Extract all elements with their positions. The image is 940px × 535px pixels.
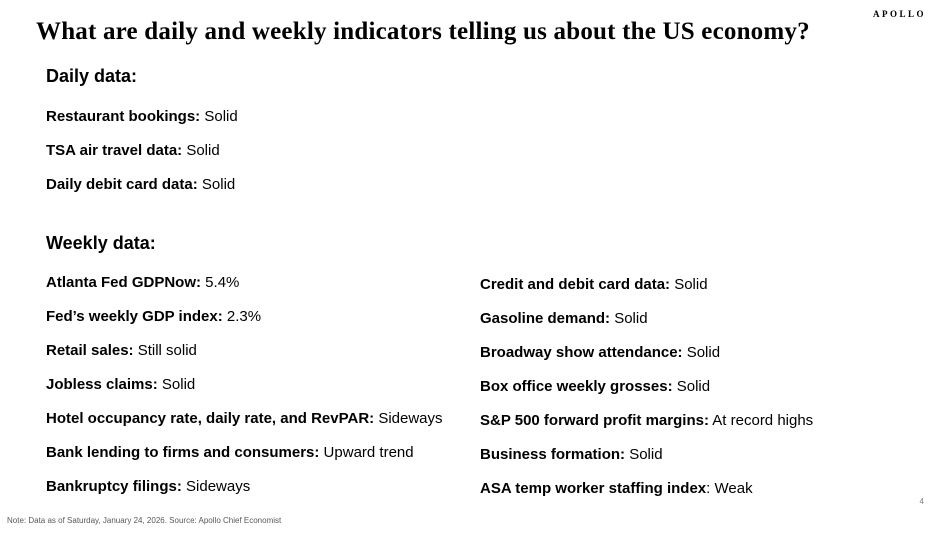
indicator-value: Sideways [181, 478, 251, 495]
indicator-label: Hotel occupancy rate, daily rate, and Re… [46, 410, 375, 427]
indicator-value: : Weak [706, 480, 753, 497]
indicator-daily-debit-card: Daily debit card data: Solid [46, 175, 238, 194]
indicator-value: Solid [197, 176, 236, 193]
indicator-tsa-air-travel: TSA air travel data: Solid [46, 141, 238, 160]
indicator-value: Sideways [374, 410, 443, 427]
indicator-jobless-claims: Jobless claims: Solid [46, 375, 443, 394]
indicator-value: 5.4% [201, 274, 240, 291]
indicator-label: Atlanta Fed GDPNow: [46, 274, 202, 291]
indicator-bankruptcy-filings: Bankruptcy filings: Sideways [46, 477, 443, 496]
indicator-value: Solid [610, 310, 648, 327]
indicator-value: Solid [670, 276, 708, 293]
indicator-label: Retail sales: [46, 342, 134, 359]
indicator-label: Business formation: [480, 446, 626, 463]
daily-indicator-list: Restaurant bookings: Solid TSA air trave… [46, 107, 238, 209]
weekly-indicator-list-right: Credit and debit card data: Solid Gasoli… [480, 275, 813, 513]
indicator-label: Jobless claims: [46, 376, 158, 393]
indicator-label: TSA air travel data: [46, 142, 183, 159]
indicator-label: Bank lending to firms and consumers: [46, 444, 320, 461]
indicator-label: Fed’s weekly GDP index: [46, 308, 223, 325]
indicator-label: Box office weekly grosses: [480, 378, 673, 395]
indicator-value: Solid [682, 344, 721, 361]
indicator-label: Daily debit card data: [46, 176, 198, 193]
indicator-label: ASA temp worker staffing index [480, 480, 707, 497]
indicator-retail-sales: Retail sales: Still solid [46, 341, 443, 360]
indicator-box-office-grosses: Box office weekly grosses: Solid [480, 377, 813, 396]
footnote: Note: Data as of Saturday, January 24, 2… [7, 516, 282, 525]
indicator-value: Solid [625, 446, 663, 463]
indicator-label: Broadway show attendance: [480, 344, 683, 361]
daily-section-heading: Daily data: [46, 66, 138, 86]
indicator-value: Solid [157, 376, 196, 393]
indicator-label: Gasoline demand: [480, 310, 611, 327]
weekly-section-heading: Weekly data: [46, 233, 156, 253]
indicator-gasoline-demand: Gasoline demand: Solid [480, 309, 813, 328]
indicator-fed-weekly-gdp-index: Fed’s weekly GDP index: 2.3% [46, 307, 443, 326]
indicator-value: Upward trend [319, 444, 414, 461]
indicator-value: Still solid [133, 342, 197, 359]
indicator-bank-lending: Bank lending to firms and consumers: Upw… [46, 443, 443, 462]
indicator-value: 2.3% [222, 308, 262, 325]
indicator-business-formation: Business formation: Solid [480, 445, 813, 464]
apollo-logo: APOLLO [872, 9, 926, 19]
indicator-value: At record highs [708, 412, 814, 429]
indicator-label: Restaurant bookings: [46, 108, 201, 125]
indicator-credit-debit-card: Credit and debit card data: Solid [480, 275, 813, 294]
weekly-indicator-list-left: Atlanta Fed GDPNow: 5.4% Fed’s weekly GD… [46, 273, 443, 511]
indicator-hotel-occupancy: Hotel occupancy rate, daily rate, and Re… [46, 409, 443, 428]
indicator-label: Bankruptcy filings: [46, 478, 182, 495]
indicator-label: S&P 500 forward profit margins: [480, 412, 709, 429]
indicator-value: Solid [200, 108, 238, 125]
indicator-value: Solid [672, 378, 711, 395]
indicator-value: Solid [182, 142, 220, 159]
indicator-sp500-profit-margins: S&P 500 forward profit margins: At recor… [480, 411, 813, 430]
page-title: What are daily and weekly indicators tel… [36, 18, 810, 45]
indicator-broadway-attendance: Broadway show attendance: Solid [480, 343, 813, 362]
indicator-label: Credit and debit card data: [480, 276, 671, 293]
page-number: 4 [919, 497, 924, 506]
indicator-restaurant-bookings: Restaurant bookings: Solid [46, 107, 238, 126]
indicator-asa-temp-staffing: ASA temp worker staffing index: Weak [480, 479, 813, 498]
indicator-atlanta-fed-gdpnow: Atlanta Fed GDPNow: 5.4% [46, 273, 443, 292]
